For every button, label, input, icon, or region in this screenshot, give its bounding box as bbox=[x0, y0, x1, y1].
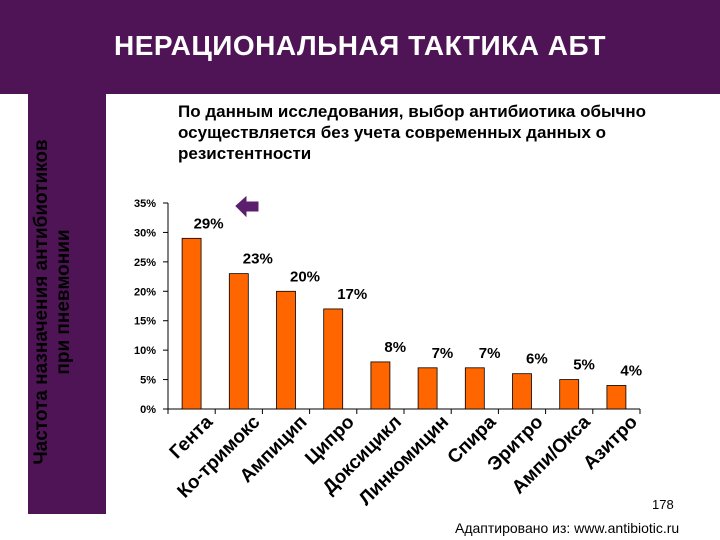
bar bbox=[559, 379, 580, 410]
y-tick-label: 20% bbox=[134, 286, 156, 298]
bar bbox=[276, 290, 296, 410]
bar bbox=[417, 367, 438, 410]
arrow-icon bbox=[235, 195, 259, 218]
data-label: 5% bbox=[573, 357, 595, 374]
data-label: 6% bbox=[526, 351, 548, 368]
bar bbox=[181, 237, 202, 410]
data-label: 23% bbox=[243, 251, 273, 268]
axis-label-panel bbox=[28, 94, 106, 514]
data-label: 8% bbox=[384, 339, 406, 356]
bar bbox=[606, 385, 627, 410]
data-label: 4% bbox=[620, 362, 642, 379]
bar bbox=[464, 367, 485, 410]
y-tick-label: 0% bbox=[140, 404, 156, 416]
y-tick-label: 15% bbox=[134, 316, 156, 328]
bar bbox=[323, 308, 344, 410]
bar bbox=[228, 273, 249, 410]
page-number: 178 bbox=[652, 497, 674, 512]
data-label: 7% bbox=[432, 345, 454, 362]
y-tick-label: 10% bbox=[134, 345, 156, 357]
y-tick-label: 35% bbox=[134, 198, 156, 210]
data-label: 7% bbox=[479, 345, 501, 362]
slide-title: НЕРАЦИОНАЛЬНАЯ ТАКТИКА АБТ bbox=[113, 30, 606, 61]
y-tick-label: 5% bbox=[140, 375, 156, 387]
data-label: 20% bbox=[290, 268, 320, 285]
source-note: Адаптировано из: www.antibiotic.ru bbox=[455, 520, 680, 536]
y-tick-label: 30% bbox=[134, 227, 156, 239]
slide-subtitle: По данным исследования, выбор антибиотик… bbox=[178, 102, 647, 163]
bar bbox=[370, 361, 391, 410]
y-tick-label: 25% bbox=[134, 257, 156, 269]
data-label: 17% bbox=[337, 286, 367, 303]
bar bbox=[512, 373, 532, 410]
data-label: 29% bbox=[194, 215, 224, 232]
header-banner: НЕРАЦИОНАЛЬНАЯ ТАКТИКА АБТ bbox=[0, 0, 720, 94]
